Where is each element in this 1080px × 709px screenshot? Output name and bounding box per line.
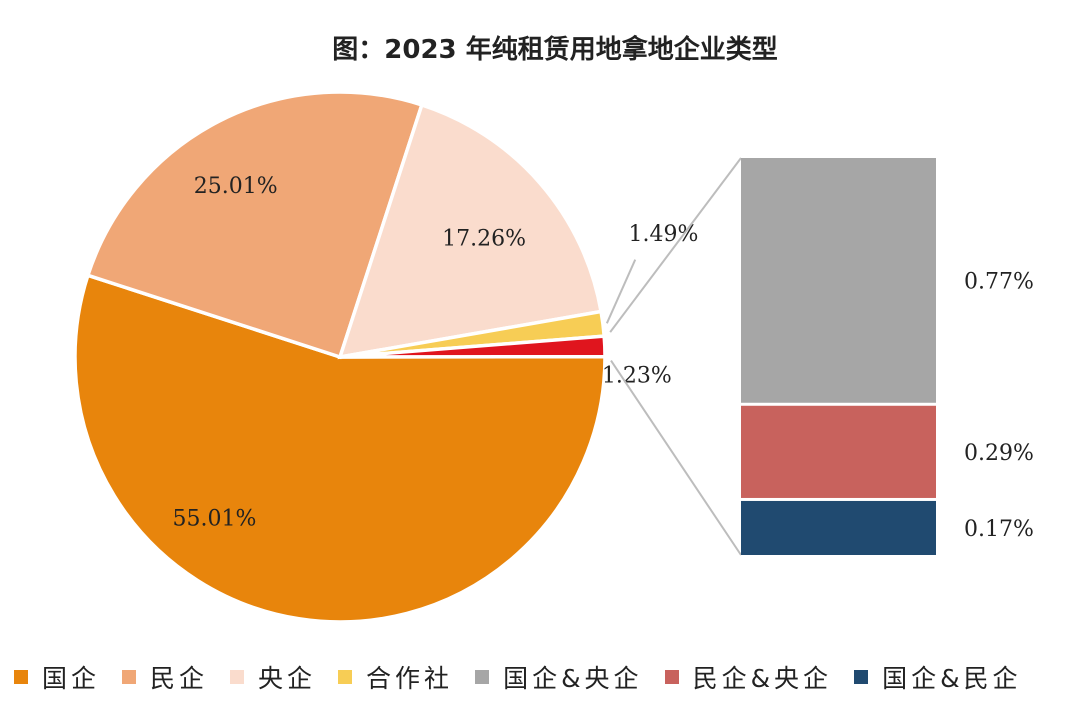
bar-label-guoqi-minqi: 0.17% — [964, 517, 1034, 542]
legend-item: 民企&央企 — [664, 659, 833, 695]
legend-item: 国企 — [14, 659, 100, 695]
bar-label-minqi-yangqi: 0.29% — [964, 441, 1034, 466]
slice-minqi — [85, 90, 425, 360]
connector-bottom — [610, 360, 742, 556]
pie-label-yangqi: 17.26% — [442, 226, 526, 251]
legend-label: 民企&央企 — [692, 664, 833, 693]
legend-swatch — [475, 670, 490, 684]
legend-label: 合作社 — [366, 664, 454, 693]
legend-label: 国企 — [42, 664, 101, 693]
legend-label: 国企&民企 — [882, 664, 1022, 693]
slice-other — [339, 334, 607, 359]
slice-yangqi — [337, 102, 604, 360]
legend-item: 央企 — [230, 659, 316, 695]
pie-label-other: 1.23% — [602, 363, 672, 388]
bar-seg-guoqi-yangqi — [741, 158, 936, 403]
legend-swatch — [854, 670, 869, 684]
leader-line — [605, 259, 637, 324]
bar-seg-minqi-yangqi — [741, 405, 936, 498]
legend-label: 央企 — [258, 664, 317, 693]
legend-item: 国企&央企 — [475, 659, 643, 695]
legend-swatch — [664, 670, 679, 684]
legend-swatch — [122, 670, 137, 684]
pie-label-guoqi: 55.01% — [173, 506, 257, 531]
legend-swatch — [338, 670, 353, 684]
pie-label-minqi: 25.01% — [194, 174, 278, 199]
legend-label: 国企&央企 — [503, 664, 643, 693]
legend-item: 民企 — [122, 659, 208, 695]
legend-item: 国企&民企 — [854, 659, 1022, 695]
chart-legend: 国企 民企 央企 合作社 国企&央企 民企&央企 国企&民企 — [14, 657, 1044, 697]
legend-label: 民企 — [150, 664, 209, 693]
pie-label-hezuoshe: 1.49% — [629, 222, 699, 247]
bar-seg-guoqi-minqi — [741, 500, 936, 555]
connector-top — [609, 157, 742, 333]
legend-item: 合作社 — [338, 659, 453, 695]
slice-guoqi — [73, 273, 607, 624]
chart-title: 图：2023 年纯租赁用地拿地企业类型 — [332, 34, 777, 65]
legend-swatch — [14, 670, 28, 684]
bar-label-guoqi-yangqi: 0.77% — [964, 269, 1034, 294]
legend-swatch — [230, 670, 245, 684]
